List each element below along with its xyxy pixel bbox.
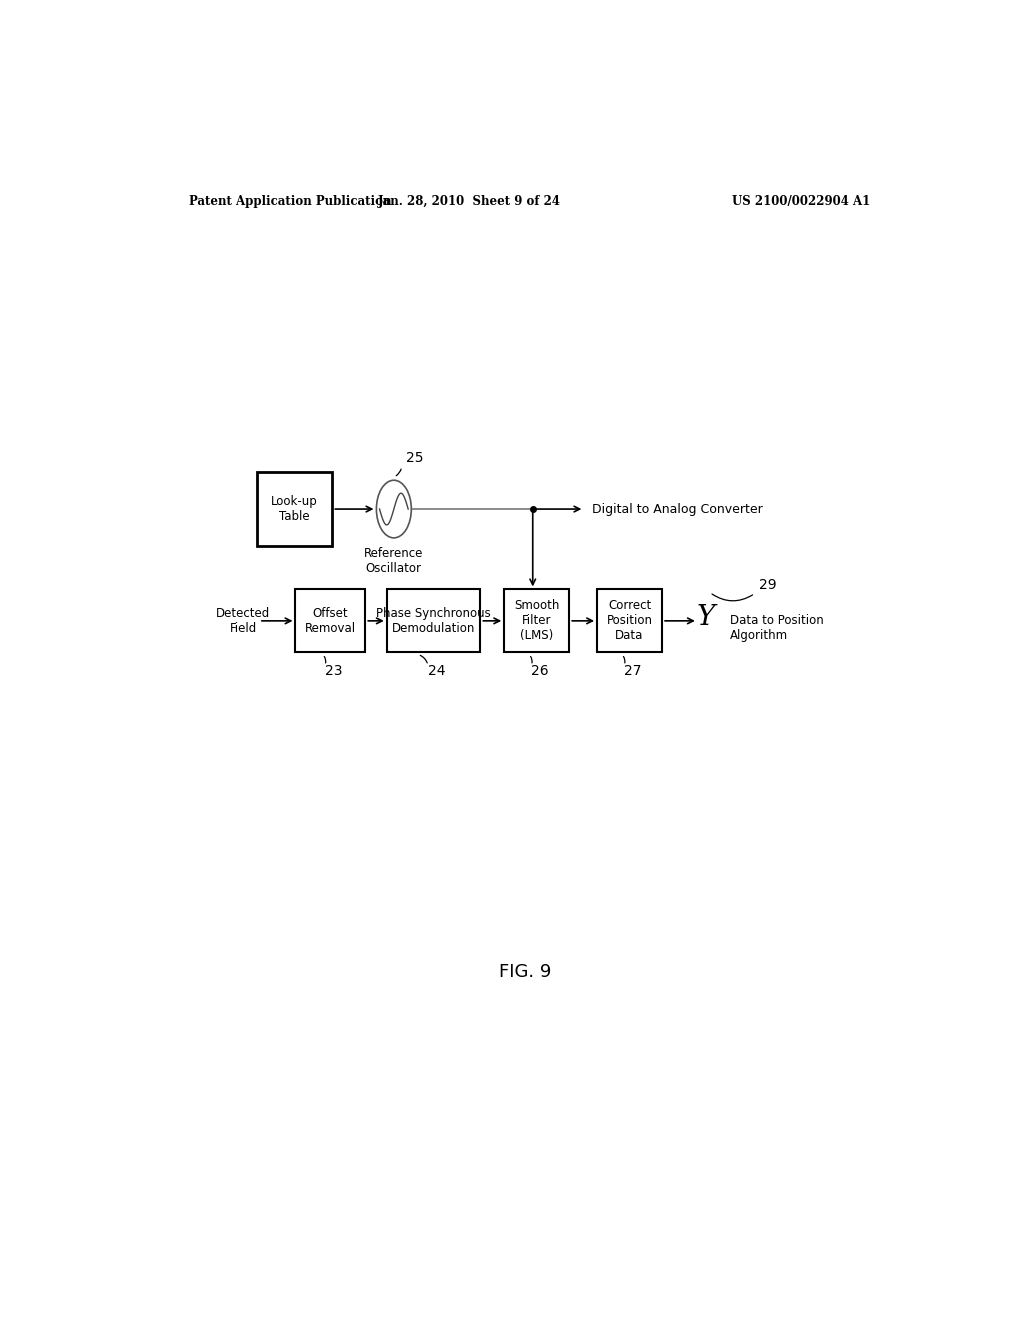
Bar — [296, 589, 366, 652]
Text: Detected
Field: Detected Field — [216, 607, 270, 635]
Text: Data to Position
Algorithm: Data to Position Algorithm — [729, 614, 823, 642]
Text: 23: 23 — [325, 664, 342, 677]
Bar — [597, 589, 663, 652]
Bar — [387, 589, 480, 652]
Text: Offset
Removal: Offset Removal — [305, 607, 356, 635]
Bar — [257, 473, 333, 545]
Text: FIG. 9: FIG. 9 — [499, 962, 551, 981]
Text: Jan. 28, 2010  Sheet 9 of 24: Jan. 28, 2010 Sheet 9 of 24 — [378, 194, 561, 207]
Text: Phase Synchronous
Demodulation: Phase Synchronous Demodulation — [376, 607, 490, 635]
Text: Y: Y — [696, 605, 715, 631]
Text: 25: 25 — [406, 451, 423, 465]
Bar — [504, 589, 569, 652]
Text: Digital to Analog Converter: Digital to Analog Converter — [592, 503, 763, 516]
Text: 24: 24 — [428, 664, 445, 677]
Ellipse shape — [377, 480, 412, 537]
Text: Smooth
Filter
(LMS): Smooth Filter (LMS) — [514, 599, 559, 643]
Text: Look-up
Table: Look-up Table — [271, 495, 318, 523]
Text: US 2100/0022904 A1: US 2100/0022904 A1 — [732, 194, 870, 207]
Text: Correct
Position
Data: Correct Position Data — [606, 599, 652, 643]
Text: 27: 27 — [624, 664, 641, 677]
Text: Reference
Oscillator: Reference Oscillator — [365, 546, 424, 574]
Text: Patent Application Publication: Patent Application Publication — [189, 194, 391, 207]
Text: 26: 26 — [531, 664, 549, 677]
Text: 29: 29 — [759, 578, 776, 593]
